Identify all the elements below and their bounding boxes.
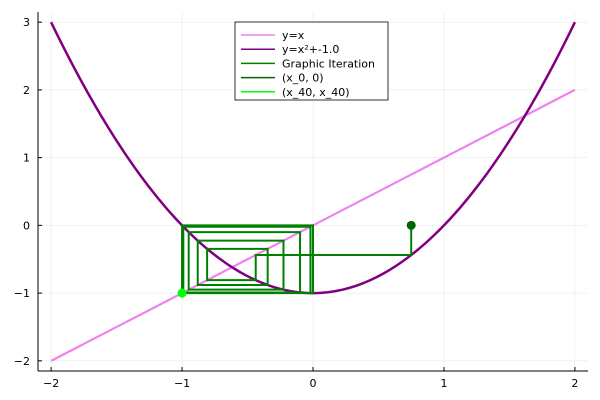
y-tick-label-5: 3 (23, 16, 30, 29)
y-tick-label-2: 0 (23, 219, 30, 232)
legend-label-4: (x_40, x_40) (282, 86, 350, 99)
legend-label-1: y=x²+-1.0 (282, 43, 339, 56)
end-point-marker (177, 288, 187, 298)
x-tick-label-4: 2 (571, 377, 578, 390)
cobweb-path (181, 224, 413, 295)
x-tick-label-1: −1 (174, 377, 190, 390)
y-tick-label-1: −1 (14, 287, 30, 300)
y-tick-label-3: 1 (23, 152, 30, 165)
start-point-marker (406, 220, 416, 230)
legend-label-2: Graphic Iteration (282, 57, 375, 70)
y-tick-label-0: −2 (14, 355, 30, 368)
y-tick-label-4: 2 (23, 84, 30, 97)
legend-label-0: y=x (282, 29, 305, 42)
axes: −2 −1 0 1 2 −2 −1 0 1 2 3 (14, 12, 588, 390)
x-tick-label-2: 0 (310, 377, 317, 390)
x-tick-label-3: 1 (440, 377, 447, 390)
legend-label-3: (x_0, 0) (282, 72, 324, 85)
x-tick-label-0: −2 (43, 377, 59, 390)
plot-series (49, 21, 577, 362)
